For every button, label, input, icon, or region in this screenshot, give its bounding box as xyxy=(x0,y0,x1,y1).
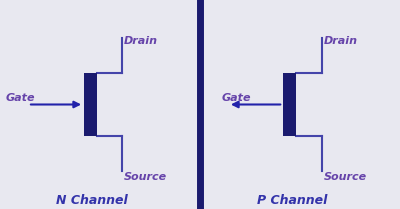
Text: P Channel: P Channel xyxy=(257,194,327,207)
Text: N Channel: N Channel xyxy=(56,194,128,207)
Text: Drain: Drain xyxy=(324,36,358,46)
Text: Source: Source xyxy=(124,172,167,182)
Text: Gate: Gate xyxy=(6,93,36,103)
FancyBboxPatch shape xyxy=(84,73,97,136)
Text: Gate: Gate xyxy=(222,93,252,103)
Text: Drain: Drain xyxy=(124,36,158,46)
FancyBboxPatch shape xyxy=(283,73,296,136)
Text: Source: Source xyxy=(324,172,367,182)
